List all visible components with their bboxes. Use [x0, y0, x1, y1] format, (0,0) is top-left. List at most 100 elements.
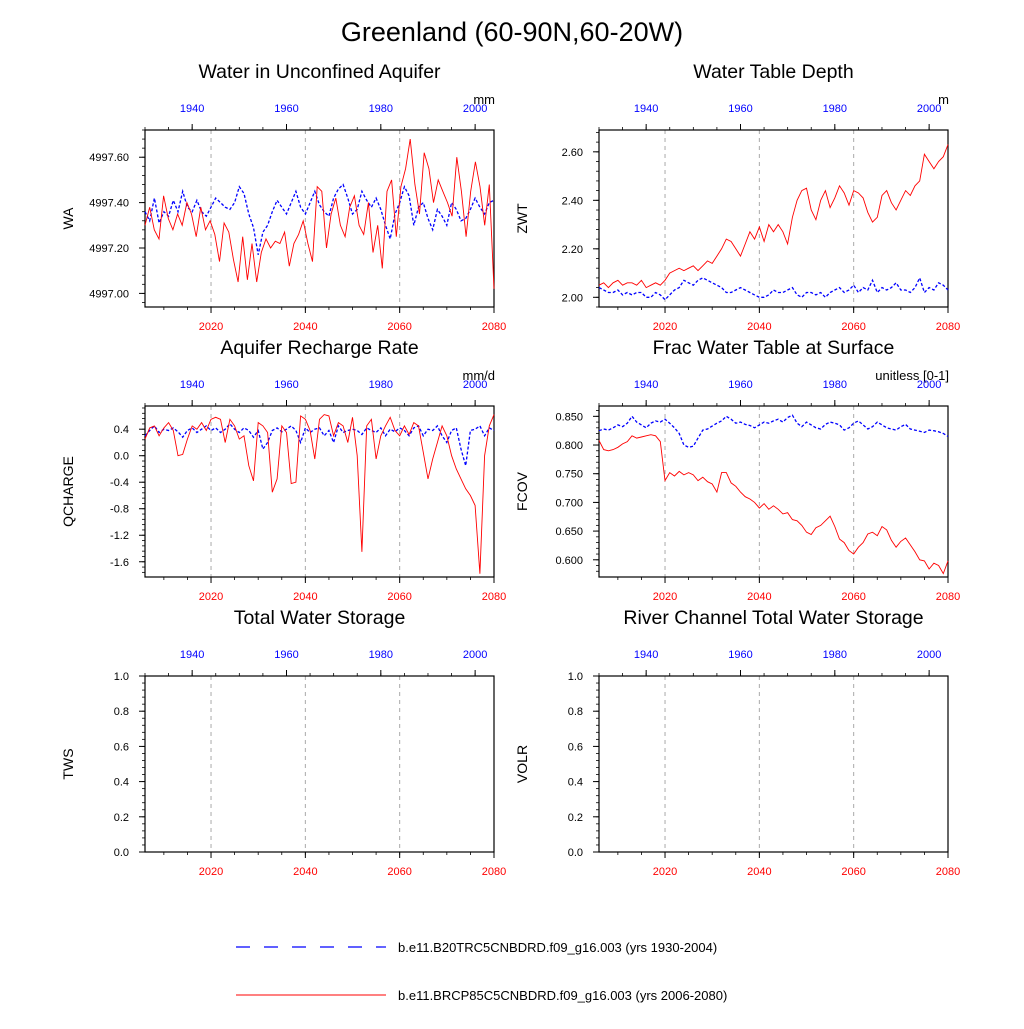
- chart-panel-1: Water in Unconfined Aquifer mm WA 4997.00 49…: [60, 61, 506, 333]
- plot-frame: [598, 675, 949, 853]
- top-x-tick-label: 2000: [917, 649, 941, 661]
- x-tick-label: 2060: [387, 591, 411, 603]
- legend-label: b.e11.B20TRC5CNBDRD.f09_g16.003 (yrs 193…: [398, 940, 717, 955]
- top-x-tick-label: 1960: [728, 379, 752, 391]
- x-tick-label: 2080: [482, 591, 506, 603]
- panel-title: Water in Unconfined Aquifer: [198, 61, 441, 83]
- y-axis-label: QCHARGE: [60, 456, 76, 527]
- plot-frame: [598, 129, 949, 308]
- y-tick-label: 1.0: [114, 671, 129, 683]
- x-tick-label: 2020: [199, 591, 223, 603]
- y-tick-label: 0.2: [114, 812, 129, 824]
- x-tick-label: 2060: [387, 321, 411, 333]
- units-label: mm/d: [463, 368, 496, 383]
- top-x-tick-label: 1960: [728, 103, 752, 115]
- units-label: m: [938, 92, 949, 107]
- top-x-tick-label: 1980: [823, 379, 847, 391]
- top-x-tick-label: 1940: [634, 379, 658, 391]
- top-x-tick-label: 1980: [369, 649, 393, 661]
- x-tick-label: 2040: [747, 591, 771, 603]
- series-future-line: [144, 414, 495, 574]
- y-tick-label: 4997.00: [89, 288, 129, 300]
- y-tick-label: 0.6: [114, 741, 129, 753]
- legend: b.e11.B20TRC5CNBDRD.f09_g16.003 (yrs 193…: [236, 940, 727, 1003]
- top-x-tick-label: 2000: [917, 379, 941, 391]
- y-tick-label: 0.6: [568, 741, 583, 753]
- top-x-tick-label: 1980: [369, 379, 393, 391]
- y-tick-label: 0.0: [568, 847, 583, 859]
- y-axis-label: TWS: [60, 748, 76, 779]
- x-tick-label: 2040: [293, 866, 317, 878]
- top-x-tick-label: 2000: [463, 379, 487, 391]
- y-tick-label: 2.20: [562, 244, 583, 256]
- chart-panels: Water in Unconfined Aquifer mm WA 4997.00 49…: [60, 61, 960, 878]
- y-tick-label: -1.2: [110, 530, 129, 542]
- plot-frame: [598, 405, 949, 578]
- series-future-line: [598, 434, 949, 575]
- plot-frame: [144, 129, 495, 308]
- x-tick-label: 2020: [199, 866, 223, 878]
- panel-title: Total Water Storage: [234, 607, 406, 629]
- legend-label: b.e11.BRCP85C5CNBDRD.f09_g16.003 (yrs 20…: [398, 988, 727, 1003]
- y-tick-label: 0.0: [114, 451, 129, 463]
- top-x-tick-label: 1980: [823, 103, 847, 115]
- top-x-tick-label: 1960: [274, 649, 298, 661]
- top-x-tick-label: 1940: [634, 103, 658, 115]
- y-tick-label: -0.4: [110, 477, 129, 489]
- series-historical-line: [598, 414, 949, 448]
- panel-title: Water Table Depth: [693, 61, 853, 83]
- units-label: unitless [0-1]: [875, 368, 949, 383]
- plot-frame: [144, 675, 495, 853]
- panel-title: Aquifer Recharge Rate: [220, 337, 418, 359]
- x-tick-label: 2060: [841, 591, 865, 603]
- x-tick-label: 2020: [653, 591, 677, 603]
- series-historical-line: [144, 422, 495, 466]
- y-tick-label: 0.700: [555, 497, 583, 509]
- chart-panel-5: Total Water Storage TWS 0.0 0.2 0.4 0.6 0.8 1.0…: [60, 607, 506, 878]
- y-tick-label: 4997.60: [89, 152, 129, 164]
- y-axis-label: FCOV: [514, 471, 530, 511]
- top-x-tick-label: 2000: [463, 649, 487, 661]
- x-tick-label: 2020: [199, 321, 223, 333]
- units-label: mm: [473, 92, 495, 107]
- top-x-tick-label: 2000: [463, 103, 487, 115]
- x-tick-label: 2080: [482, 321, 506, 333]
- y-tick-label: 0.8: [568, 706, 583, 718]
- top-x-tick-label: 1940: [180, 379, 204, 391]
- y-tick-label: 1.0: [568, 671, 583, 683]
- chart-panel-2: Water Table Depth m ZWT 2.00 2.20 2.40 2.60 202…: [514, 61, 960, 333]
- x-tick-label: 2020: [653, 866, 677, 878]
- y-tick-label: -0.8: [110, 504, 129, 516]
- chart-panel-3: Aquifer Recharge Rate mm/d QCHARGE 0.4 0.0 -0…: [60, 337, 506, 603]
- figure-title: Greenland (60-90N,60-20W): [341, 17, 683, 47]
- x-tick-label: 2080: [936, 591, 960, 603]
- top-x-tick-label: 1940: [180, 103, 204, 115]
- top-x-tick-label: 1960: [274, 103, 298, 115]
- y-tick-label: -1.6: [110, 557, 129, 569]
- top-x-tick-label: 1940: [634, 649, 658, 661]
- panel-title: River Channel Total Water Storage: [623, 607, 923, 629]
- x-tick-label: 2040: [747, 866, 771, 878]
- y-tick-label: 0.850: [555, 411, 583, 423]
- series-historical-line: [598, 276, 949, 301]
- x-tick-label: 2080: [936, 866, 960, 878]
- y-tick-label: 0.0: [114, 847, 129, 859]
- plot-frame: [144, 405, 495, 578]
- top-x-tick-label: 1980: [823, 649, 847, 661]
- x-tick-label: 2040: [747, 321, 771, 333]
- x-tick-label: 2080: [936, 321, 960, 333]
- y-axis-label: VOLR: [514, 745, 530, 783]
- x-tick-label: 2040: [293, 321, 317, 333]
- y-tick-label: 0.2: [568, 812, 583, 824]
- y-tick-label: 0.4: [568, 777, 583, 789]
- y-tick-label: 0.750: [555, 469, 583, 481]
- series-future-line: [598, 144, 949, 289]
- y-tick-label: 4997.40: [89, 198, 129, 210]
- y-tick-label: 2.00: [562, 292, 583, 304]
- y-tick-label: 0.4: [114, 777, 129, 789]
- x-tick-label: 2060: [841, 866, 865, 878]
- y-axis-label: WA: [60, 207, 76, 230]
- top-x-tick-label: 1960: [274, 379, 298, 391]
- x-tick-label: 2060: [841, 321, 865, 333]
